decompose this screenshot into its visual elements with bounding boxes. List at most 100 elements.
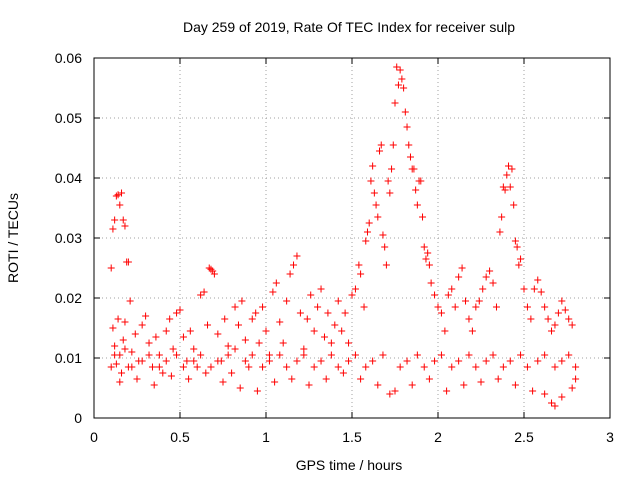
- data-point-marker: [111, 342, 119, 350]
- data-point-marker: [121, 318, 129, 326]
- data-point-marker: [401, 108, 409, 116]
- data-point-marker: [475, 297, 483, 305]
- data-point-marker: [193, 363, 201, 371]
- data-point-marker: [197, 351, 205, 359]
- data-point-marker: [372, 201, 380, 209]
- data-point-marker: [357, 375, 365, 383]
- data-point-marker: [499, 363, 507, 371]
- data-point-marker: [331, 321, 339, 329]
- data-point-marker: [431, 291, 439, 299]
- data-point-marker: [300, 351, 308, 359]
- data-point-marker: [498, 213, 506, 221]
- data-point-marker: [360, 303, 368, 311]
- data-point-marker: [444, 291, 452, 299]
- y-tick-label: 0.03: [55, 230, 82, 246]
- data-point-marker: [283, 297, 291, 305]
- data-point-marker: [486, 267, 494, 275]
- data-point-marker: [482, 357, 490, 365]
- data-point-marker: [544, 315, 552, 323]
- data-point-marker: [265, 351, 273, 359]
- data-point-marker: [348, 291, 356, 299]
- y-tick-label: 0.01: [55, 350, 82, 366]
- data-point-marker: [541, 303, 549, 311]
- data-point-marker: [458, 264, 466, 272]
- data-point-marker: [112, 192, 120, 200]
- data-point-marker: [121, 345, 129, 353]
- data-point-marker: [548, 399, 556, 407]
- data-point-marker: [259, 363, 267, 371]
- data-point-marker: [138, 357, 146, 365]
- data-point-marker: [425, 375, 433, 383]
- data-point-marker: [300, 345, 308, 353]
- data-point-marker: [322, 375, 330, 383]
- data-point-marker: [462, 297, 470, 305]
- data-point-marker: [334, 363, 342, 371]
- data-point-marker: [286, 270, 294, 278]
- data-point-marker: [511, 237, 519, 245]
- x-tick-label: 0: [90, 429, 98, 445]
- data-point-marker: [357, 270, 365, 278]
- data-point-marker: [119, 216, 127, 224]
- data-point-marker: [317, 285, 325, 293]
- x-tick-label: 1: [262, 429, 270, 445]
- data-point-marker: [420, 363, 428, 371]
- data-point-marker: [517, 255, 525, 263]
- data-point-marker: [131, 330, 139, 338]
- data-point-marker: [190, 357, 198, 365]
- data-point-marker: [152, 333, 160, 341]
- data-point-marker: [310, 327, 318, 335]
- data-point-marker: [551, 363, 559, 371]
- data-point-marker: [253, 387, 261, 395]
- data-point-marker: [431, 357, 439, 365]
- data-point-marker: [339, 369, 347, 377]
- data-point-marker: [231, 345, 239, 353]
- data-point-marker: [558, 393, 566, 401]
- data-point-marker: [119, 336, 127, 344]
- data-point-marker: [271, 378, 279, 386]
- data-point-marker: [492, 303, 500, 311]
- data-point-marker: [551, 321, 559, 329]
- x-tick-label: 2: [434, 429, 442, 445]
- data-point-marker: [541, 390, 549, 398]
- data-point-marker: [460, 381, 468, 389]
- data-point-marker: [529, 387, 537, 395]
- data-point-marker: [114, 191, 122, 199]
- data-point-marker: [317, 357, 325, 365]
- data-point-marker: [363, 228, 371, 236]
- data-point-marker: [420, 243, 428, 251]
- data-point-marker: [374, 213, 382, 221]
- data-point-marker: [554, 309, 562, 317]
- data-point-marker: [379, 231, 387, 239]
- data-point-marker: [124, 258, 132, 266]
- data-point-marker: [341, 309, 349, 317]
- data-point-marker: [391, 387, 399, 395]
- data-point-marker: [111, 351, 119, 359]
- data-point-marker: [441, 327, 449, 335]
- data-point-marker: [413, 351, 421, 359]
- data-point-marker: [288, 375, 296, 383]
- data-point-marker: [186, 327, 194, 335]
- data-point-marker: [114, 315, 122, 323]
- data-point-marker: [345, 357, 353, 365]
- data-point-marker: [205, 264, 213, 272]
- data-point-marker: [214, 330, 222, 338]
- data-point-marker: [126, 297, 134, 305]
- data-point-marker: [394, 81, 402, 89]
- data-point-marker: [451, 303, 459, 311]
- data-point-marker: [448, 285, 456, 293]
- data-point-marker: [494, 375, 502, 383]
- data-point-marker: [384, 177, 392, 185]
- data-point-marker: [448, 363, 456, 371]
- x-tick-label: 2.5: [514, 429, 534, 445]
- data-point-marker: [128, 363, 136, 371]
- data-point-marker: [155, 363, 163, 371]
- data-point-marker: [506, 183, 514, 191]
- x-tick-label: 0.5: [170, 429, 190, 445]
- data-point-marker: [169, 345, 177, 353]
- grid-lines: [94, 58, 610, 418]
- data-point-marker: [207, 265, 215, 273]
- data-point-marker: [293, 252, 301, 260]
- data-point-marker: [290, 261, 298, 269]
- data-point-marker: [443, 387, 451, 395]
